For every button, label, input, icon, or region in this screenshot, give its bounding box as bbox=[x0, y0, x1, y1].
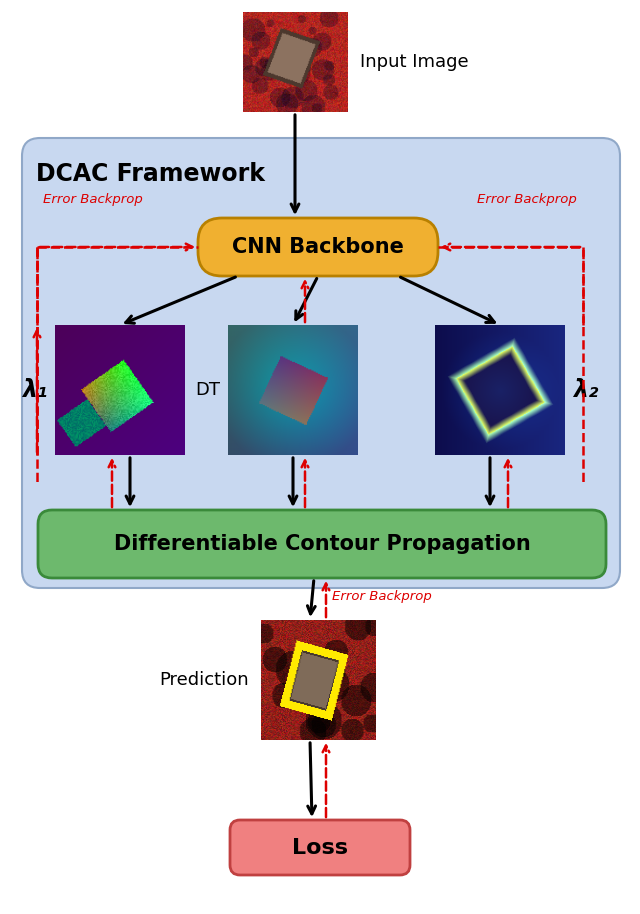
FancyBboxPatch shape bbox=[22, 138, 620, 588]
Text: CNN Backbone: CNN Backbone bbox=[232, 237, 404, 257]
Text: DT: DT bbox=[195, 381, 220, 399]
FancyBboxPatch shape bbox=[38, 510, 606, 578]
Text: Loss: Loss bbox=[292, 837, 348, 857]
Text: Error Backprop: Error Backprop bbox=[332, 590, 432, 603]
Text: DCAC Framework: DCAC Framework bbox=[36, 162, 265, 186]
FancyBboxPatch shape bbox=[230, 820, 410, 875]
Text: Input Image: Input Image bbox=[360, 53, 468, 71]
Text: Error Backprop: Error Backprop bbox=[43, 193, 143, 206]
FancyBboxPatch shape bbox=[198, 218, 438, 276]
Text: Prediction: Prediction bbox=[159, 671, 249, 689]
Text: Error Backprop: Error Backprop bbox=[477, 193, 577, 206]
Text: λ₂: λ₂ bbox=[573, 378, 598, 402]
Text: λ₁: λ₁ bbox=[22, 378, 47, 402]
Text: Differentiable Contour Propagation: Differentiable Contour Propagation bbox=[114, 534, 531, 554]
